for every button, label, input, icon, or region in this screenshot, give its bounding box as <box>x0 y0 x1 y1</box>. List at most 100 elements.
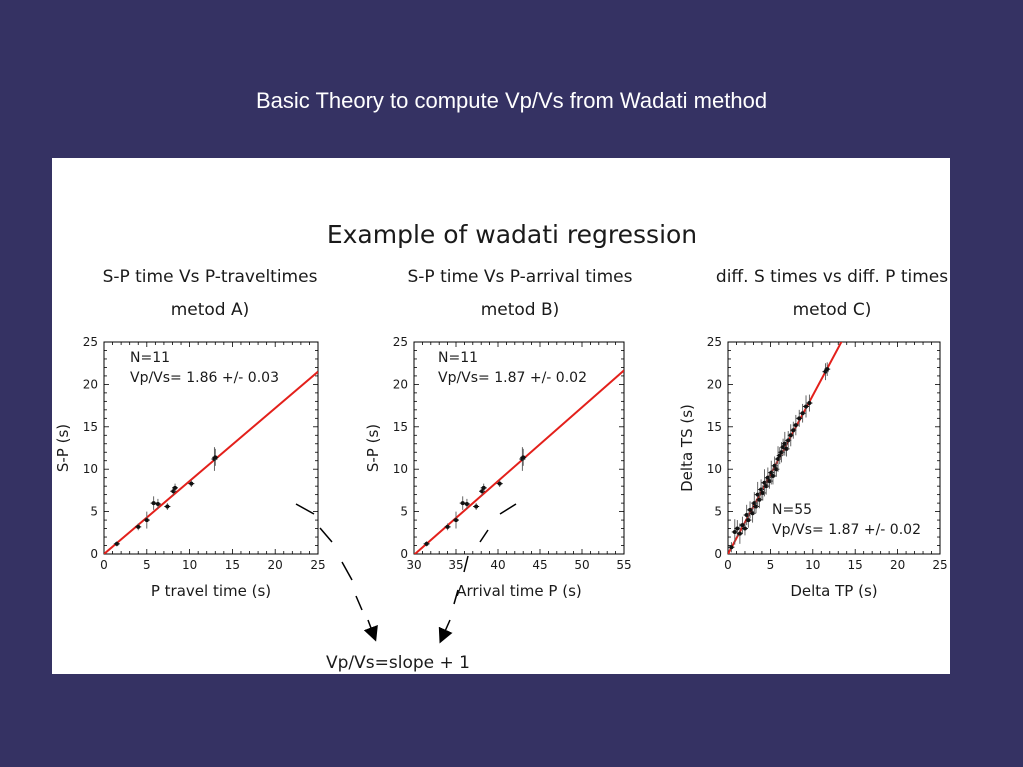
plot-frame <box>103 341 319 555</box>
data-point <box>757 497 762 502</box>
y-tick-label: 5 <box>90 505 98 519</box>
y-tick-label: 10 <box>707 462 722 476</box>
y-tick-label: 25 <box>393 335 408 349</box>
x-tick-label: 20 <box>890 558 905 572</box>
data-point <box>521 455 526 460</box>
plot-area <box>104 370 318 554</box>
x-tick-label: 5 <box>143 558 151 572</box>
plot-frame <box>413 341 625 555</box>
data-point <box>753 504 758 509</box>
x-tick-label: 5 <box>767 558 775 572</box>
charts-group: S-P time Vs P-traveltimes metod A) 0 5 10 15 2… <box>54 267 948 600</box>
data-point <box>759 487 764 492</box>
x-axis-label: P travel time (s) <box>151 582 271 600</box>
x-tick-label: 10 <box>182 558 197 572</box>
x-tick-label: 25 <box>932 558 947 572</box>
data-point <box>804 404 809 409</box>
callout-dash <box>295 503 315 515</box>
chart-heading: diff. S times vs diff. P times <box>716 267 948 287</box>
x-tick-label: 15 <box>848 558 863 572</box>
plot-frame <box>727 341 941 555</box>
data-point <box>762 480 767 485</box>
data-point <box>165 504 170 509</box>
chart-annotation: N=11 <box>438 350 478 366</box>
data-point <box>155 501 160 506</box>
x-tick-label: 25 <box>310 558 325 572</box>
x-tick-label: 20 <box>268 558 283 572</box>
data-point <box>445 524 450 529</box>
data-point <box>807 401 812 406</box>
x-axis-label: Arrival time P (s) <box>456 582 582 600</box>
data-point <box>480 489 485 494</box>
data-point <box>189 481 194 486</box>
x-tick-label: 50 <box>574 558 589 572</box>
x-tick-label: 45 <box>532 558 547 572</box>
data-point <box>460 501 465 506</box>
chart-1: S-P time Vs P-traveltimes metod A) 0 5 10 15 2… <box>54 267 326 600</box>
data-point <box>481 485 486 490</box>
data-point <box>497 481 502 486</box>
data-point <box>424 541 429 546</box>
data-point <box>746 518 751 523</box>
y-tick-label: 10 <box>393 462 408 476</box>
y-tick-label: 25 <box>83 335 98 349</box>
data-point <box>173 485 178 490</box>
data-point <box>765 475 770 480</box>
x-tick-label: 0 <box>724 558 732 572</box>
chart-method-label: metod A) <box>171 300 250 320</box>
callout-lines <box>295 503 517 644</box>
formula-text: Vp/Vs=slope + 1 <box>326 653 470 673</box>
data-point <box>732 529 737 534</box>
data-point <box>797 416 802 421</box>
y-axis-label: S-P (s) <box>364 424 382 472</box>
data-point <box>772 463 777 468</box>
chart-annotation: Vp/Vs= 1.87 +/- 0.02 <box>438 370 587 386</box>
chart-annotation: Vp/Vs= 1.86 +/- 0.03 <box>130 370 279 386</box>
x-tick-label: 35 <box>448 558 463 572</box>
y-tick-label: 15 <box>393 420 408 434</box>
callout-dash <box>453 589 459 605</box>
data-point <box>213 455 218 460</box>
regression-line <box>728 342 843 554</box>
data-point <box>742 526 747 531</box>
chart-heading: S-P time Vs P-arrival times <box>408 267 633 287</box>
chart-heading: S-P time Vs P-traveltimes <box>103 267 318 287</box>
slide-title: Basic Theory to compute Vp/Vs from Wadat… <box>255 88 768 113</box>
callout-dash <box>479 529 489 543</box>
y-tick-label: 5 <box>400 505 408 519</box>
chart-2: S-P time Vs P-arrival times metod B) 30 35 4… <box>364 267 633 600</box>
data-point <box>764 484 769 489</box>
regression-line <box>414 369 624 554</box>
data-point <box>740 523 745 528</box>
y-tick-label: 10 <box>83 462 98 476</box>
callout-arrow-left <box>363 619 378 642</box>
data-point <box>474 504 479 509</box>
data-point <box>114 541 119 546</box>
regression-line <box>104 370 318 554</box>
data-point <box>767 479 772 484</box>
y-tick-label: 0 <box>90 547 98 561</box>
x-tick-label: 10 <box>805 558 820 572</box>
callout-dash <box>355 595 363 611</box>
y-tick-label: 20 <box>393 377 408 391</box>
data-point <box>776 457 781 462</box>
figure-title: Example of wadati regression <box>327 220 697 249</box>
y-tick-label: 20 <box>707 377 722 391</box>
data-point <box>793 423 798 428</box>
y-tick-label: 25 <box>707 335 722 349</box>
callout-dash <box>463 555 469 573</box>
plot-area <box>414 369 624 554</box>
data-point <box>144 518 149 523</box>
data-point <box>752 501 757 506</box>
callout-arrow-right <box>438 619 453 644</box>
x-axis-label: Delta TP (s) <box>790 582 877 600</box>
x-tick-label: 40 <box>490 558 505 572</box>
chart-annotation: N=11 <box>130 350 170 366</box>
data-point <box>782 441 787 446</box>
y-tick-label: 5 <box>714 505 722 519</box>
y-tick-label: 0 <box>714 547 722 561</box>
data-point <box>729 545 734 550</box>
plot-area <box>728 342 843 554</box>
data-point <box>737 531 742 536</box>
data-point <box>788 433 793 438</box>
